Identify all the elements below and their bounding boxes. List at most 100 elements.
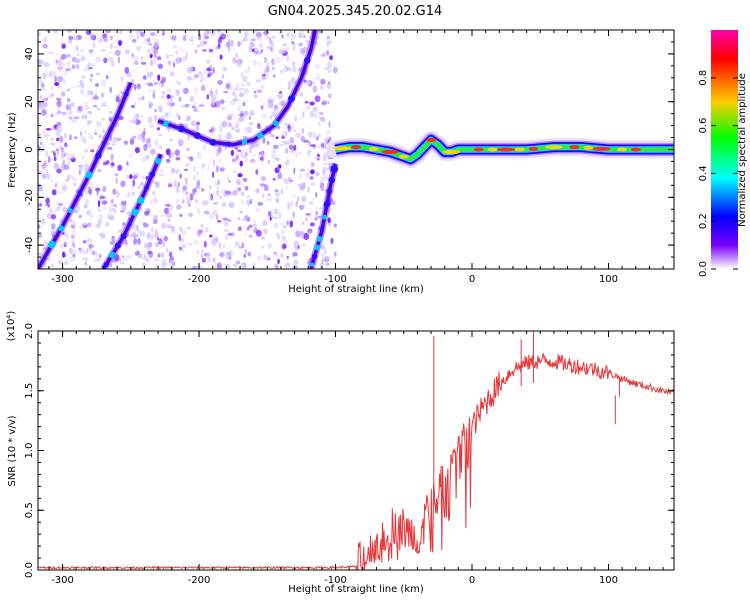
noise-dot (55, 200, 60, 206)
noise-dot (198, 71, 202, 75)
noise-dot (136, 33, 139, 41)
noise-dot (196, 151, 202, 159)
noise-dot (291, 40, 295, 45)
noise-dot (254, 47, 259, 51)
noise-dot (114, 173, 119, 177)
noise-dot (243, 254, 246, 258)
noise-dot (133, 84, 137, 91)
noise-dot (217, 146, 222, 154)
noise-dot (323, 66, 330, 71)
noise-dot (290, 32, 296, 40)
noise-dot (111, 208, 114, 212)
noise-dot (88, 62, 91, 67)
noise-dot (169, 105, 173, 110)
noise-dot (95, 56, 101, 63)
noise-dot (282, 43, 287, 47)
noise-dot (320, 142, 325, 148)
noise-dot (91, 250, 96, 256)
noise-dot (110, 161, 115, 169)
noise-dot (241, 72, 244, 78)
noise-dot (281, 48, 287, 54)
noise-dot (244, 88, 249, 95)
noise-dot (147, 82, 154, 87)
noise-dot (134, 113, 140, 119)
noise-dot (307, 186, 310, 194)
noise-dot (78, 164, 83, 172)
x-tick-label: -300 (51, 274, 74, 285)
hot-spot (368, 147, 379, 151)
noise-dot (315, 64, 320, 68)
noise-dot (263, 228, 268, 235)
noise-dot (70, 224, 76, 229)
noise-dot (278, 164, 282, 169)
noise-dot (152, 92, 155, 99)
noise-dot (143, 144, 148, 152)
noise-dot (258, 151, 261, 156)
hot-spot (487, 147, 498, 152)
noise-dot (238, 246, 243, 249)
noise-dot (57, 66, 63, 70)
noise-dot (44, 71, 49, 77)
noise-dot (257, 156, 261, 162)
noise-dot (108, 117, 113, 122)
noise-dot (255, 169, 259, 175)
noise-dot (114, 45, 117, 49)
noise-dot (286, 67, 291, 71)
noise-dot (246, 195, 251, 199)
noise-dot (46, 213, 52, 219)
noise-dot (257, 255, 262, 260)
noise-dot (185, 163, 190, 167)
noise-dot (99, 232, 105, 237)
noise-dot (51, 189, 57, 196)
noise-dot (161, 259, 167, 263)
noise-dot (333, 223, 337, 228)
noise-dot (75, 45, 79, 52)
noise-dot (292, 61, 295, 67)
noise-dot (159, 33, 162, 36)
noise-dot (211, 127, 217, 132)
noise-dot (155, 181, 161, 189)
noise-dot (262, 136, 266, 144)
noise-dot (200, 73, 204, 80)
noise-dot (226, 32, 230, 38)
noise-dot (308, 200, 314, 206)
curve-blob (163, 120, 169, 127)
noise-dot (166, 212, 173, 219)
noise-dot (271, 153, 277, 159)
noise-dot (259, 157, 263, 161)
noise-dot (308, 141, 311, 147)
noise-dot (84, 130, 88, 134)
noise-dot (275, 232, 280, 237)
noise-dot (221, 120, 228, 128)
noise-dot (297, 30, 304, 34)
noise-dot (133, 237, 138, 245)
noise-dot (203, 69, 207, 75)
noise-dot (298, 151, 302, 155)
noise-dot (178, 234, 182, 241)
noise-dot (279, 222, 285, 226)
noise-dot (129, 174, 133, 180)
curve-blob (330, 165, 338, 173)
noise-dot (116, 191, 120, 198)
curve-blob (68, 208, 73, 214)
noise-dot (242, 77, 246, 83)
noise-dot (63, 164, 70, 170)
noise-dot (89, 182, 94, 189)
noise-dot (88, 243, 92, 251)
curve-blob (85, 171, 93, 179)
noise-dot (280, 247, 286, 251)
noise-dot (199, 79, 203, 82)
noise-dot (255, 229, 262, 237)
noise-dot (240, 200, 244, 205)
noise-dot (245, 99, 248, 103)
noise-dot (82, 222, 87, 226)
noise-dot (56, 137, 60, 142)
noise-dot (304, 39, 310, 43)
noise-dot (130, 104, 135, 109)
noise-dot (201, 200, 207, 206)
noise-dot (137, 229, 141, 236)
noise-dot (59, 62, 66, 69)
noise-dot (310, 181, 316, 187)
noise-dot (257, 61, 261, 68)
noise-dot (73, 182, 77, 187)
